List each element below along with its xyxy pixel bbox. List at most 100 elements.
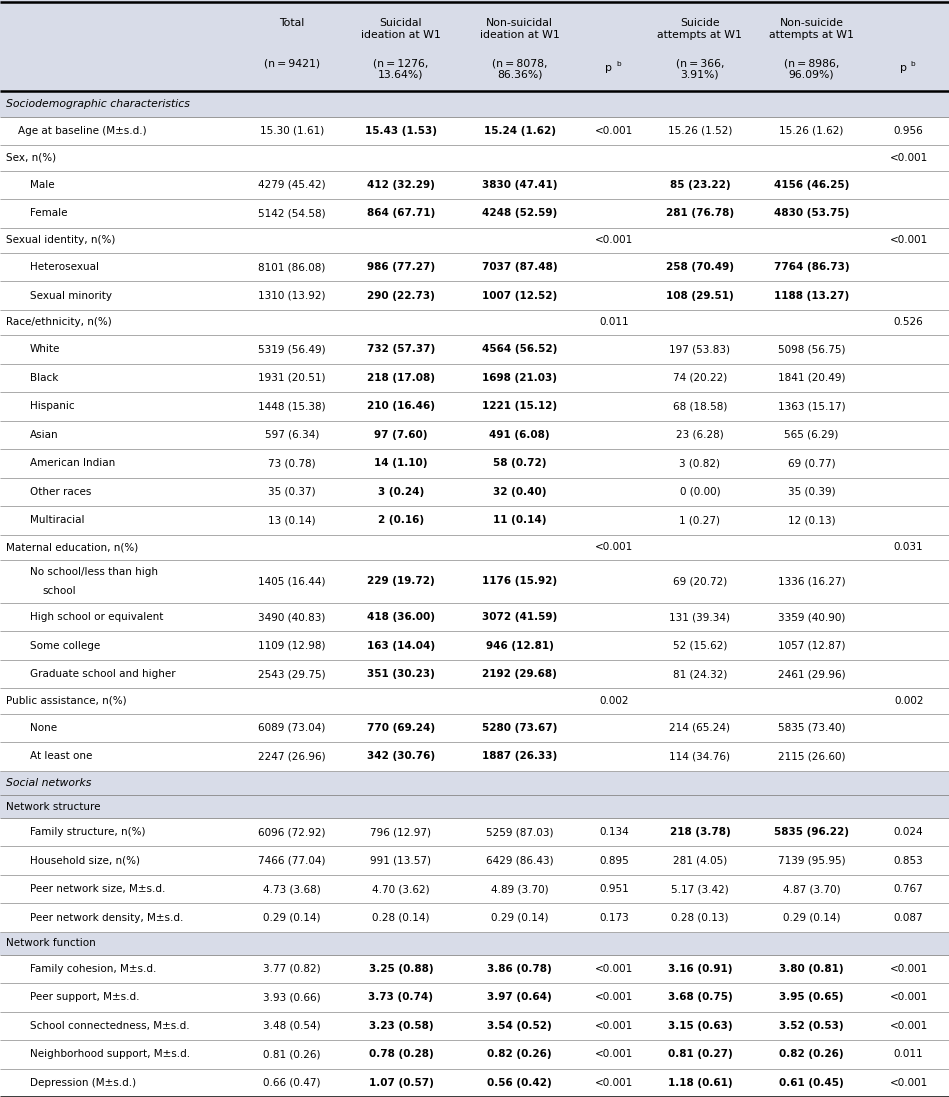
Text: 5280 (73.67): 5280 (73.67)	[482, 723, 557, 733]
Text: 290 (22.73): 290 (22.73)	[367, 291, 435, 301]
Text: 1176 (15.92): 1176 (15.92)	[482, 576, 557, 586]
Text: 0 (0.00): 0 (0.00)	[679, 487, 720, 497]
Bar	[0, 309, 949, 335]
Text: 0.82 (0.26): 0.82 (0.26)	[487, 1049, 552, 1060]
Text: 197 (53.83): 197 (53.83)	[669, 344, 731, 354]
Text: 5319 (56.49): 5319 (56.49)	[258, 344, 326, 354]
Text: Public assistance, n(%): Public assistance, n(%)	[6, 695, 126, 706]
Text: 3.97 (0.64): 3.97 (0.64)	[487, 993, 552, 1003]
Bar	[0, 116, 949, 145]
Text: 0.895: 0.895	[600, 856, 629, 866]
Text: 0.002: 0.002	[894, 695, 923, 706]
Text: 214 (65.24): 214 (65.24)	[669, 723, 731, 733]
Text: 3 (0.24): 3 (0.24)	[378, 487, 424, 497]
Text: <0.001: <0.001	[595, 964, 634, 974]
Text: 1698 (21.03): 1698 (21.03)	[482, 373, 557, 383]
Bar	[0, 170, 949, 199]
Text: 8101 (86.08): 8101 (86.08)	[258, 262, 326, 272]
Text: 0.28 (0.14): 0.28 (0.14)	[372, 913, 430, 923]
Bar	[0, 659, 949, 688]
Text: 342 (30.76): 342 (30.76)	[367, 751, 435, 761]
Text: 1841 (20.49): 1841 (20.49)	[777, 373, 846, 383]
Text: 2543 (29.75): 2543 (29.75)	[258, 669, 326, 679]
Text: 0.28 (0.13): 0.28 (0.13)	[671, 913, 729, 923]
Text: 15.24 (1.62): 15.24 (1.62)	[484, 126, 555, 136]
Text: 991 (13.57): 991 (13.57)	[370, 856, 432, 866]
Bar	[0, 477, 949, 506]
Text: 1310 (13.92): 1310 (13.92)	[258, 291, 326, 301]
Text: Family structure, n(%): Family structure, n(%)	[30, 827, 145, 837]
Text: 2 (0.16): 2 (0.16)	[378, 516, 424, 525]
Text: 0.81 (0.27): 0.81 (0.27)	[667, 1049, 733, 1060]
Bar	[0, 932, 949, 954]
Text: 0.767: 0.767	[894, 884, 923, 894]
Text: <0.001: <0.001	[595, 1020, 634, 1031]
Text: 0.087: 0.087	[894, 913, 923, 923]
Text: 0.951: 0.951	[600, 884, 629, 894]
Text: 565 (6.29): 565 (6.29)	[784, 430, 839, 440]
Bar	[0, 954, 949, 983]
Text: 1887 (26.33): 1887 (26.33)	[482, 751, 557, 761]
Text: Multiracial: Multiracial	[30, 516, 84, 525]
Text: <0.001: <0.001	[889, 235, 928, 245]
Text: <0.001: <0.001	[595, 235, 634, 245]
Text: <0.001: <0.001	[595, 1077, 634, 1088]
Text: 3.93 (0.66): 3.93 (0.66)	[263, 993, 321, 1003]
Text: 58 (0.72): 58 (0.72)	[493, 459, 547, 468]
Text: 0.66 (0.47): 0.66 (0.47)	[263, 1077, 321, 1088]
Text: 412 (32.29): 412 (32.29)	[367, 180, 435, 190]
Text: 114 (34.76): 114 (34.76)	[669, 751, 731, 761]
Text: 864 (67.71): 864 (67.71)	[367, 208, 435, 218]
Bar	[0, 983, 949, 1011]
Text: 3.68 (0.75): 3.68 (0.75)	[667, 993, 733, 1003]
Text: (n = 9421): (n = 9421)	[264, 58, 320, 68]
Text: 3.80 (0.81): 3.80 (0.81)	[779, 964, 844, 974]
Text: 69 (20.72): 69 (20.72)	[673, 576, 727, 586]
Text: 7037 (87.48): 7037 (87.48)	[482, 262, 557, 272]
Text: 0.56 (0.42): 0.56 (0.42)	[487, 1077, 552, 1088]
Text: 2115 (26.60): 2115 (26.60)	[777, 751, 846, 761]
Text: 1931 (20.51): 1931 (20.51)	[258, 373, 326, 383]
Text: 69 (0.77): 69 (0.77)	[788, 459, 835, 468]
Text: Total: Total	[279, 18, 305, 29]
Text: 2461 (29.96): 2461 (29.96)	[777, 669, 846, 679]
Text: 0.011: 0.011	[600, 317, 629, 327]
Text: 1448 (15.38): 1448 (15.38)	[258, 402, 326, 411]
Text: 3.52 (0.53): 3.52 (0.53)	[779, 1020, 844, 1031]
Text: Network function: Network function	[6, 938, 96, 948]
Text: 0.024: 0.024	[894, 827, 923, 837]
Text: Neighborhood support, M±s.d.: Neighborhood support, M±s.d.	[30, 1049, 190, 1060]
Bar	[0, 506, 949, 534]
Text: Hispanic: Hispanic	[30, 402, 75, 411]
Text: Female: Female	[30, 208, 67, 218]
Text: 4248 (52.59): 4248 (52.59)	[482, 208, 557, 218]
Text: 418 (36.00): 418 (36.00)	[367, 612, 435, 622]
Bar	[0, 770, 949, 795]
Bar	[0, 688, 949, 714]
Text: 281 (4.05): 281 (4.05)	[673, 856, 727, 866]
Text: 0.61 (0.45): 0.61 (0.45)	[779, 1077, 844, 1088]
Text: (n = 8986,
96.09%): (n = 8986, 96.09%)	[784, 58, 839, 80]
Text: p: p	[605, 63, 612, 73]
Text: 0.031: 0.031	[894, 542, 923, 552]
Text: 23 (6.28): 23 (6.28)	[676, 430, 724, 440]
Bar	[0, 335, 949, 363]
Text: 5142 (54.58): 5142 (54.58)	[258, 208, 326, 218]
Text: 0.134: 0.134	[600, 827, 629, 837]
Text: Suicidal
ideation at W1: Suicidal ideation at W1	[361, 18, 441, 39]
Text: 1188 (13.27): 1188 (13.27)	[773, 291, 849, 301]
Text: Sex, n(%): Sex, n(%)	[6, 152, 56, 162]
Text: 3490 (40.83): 3490 (40.83)	[258, 612, 326, 622]
Text: 4830 (53.75): 4830 (53.75)	[773, 208, 849, 218]
Text: 986 (77.27): 986 (77.27)	[367, 262, 435, 272]
Bar	[0, 632, 949, 659]
Text: Network structure: Network structure	[6, 802, 101, 812]
Text: <0.001: <0.001	[595, 1049, 634, 1060]
Text: 131 (39.34): 131 (39.34)	[669, 612, 731, 622]
Text: 4156 (46.25): 4156 (46.25)	[773, 180, 849, 190]
Bar	[0, 281, 949, 309]
Text: 0.29 (0.14): 0.29 (0.14)	[783, 913, 840, 923]
Text: 770 (69.24): 770 (69.24)	[367, 723, 435, 733]
Bar	[0, 534, 949, 559]
Text: 81 (24.32): 81 (24.32)	[673, 669, 727, 679]
